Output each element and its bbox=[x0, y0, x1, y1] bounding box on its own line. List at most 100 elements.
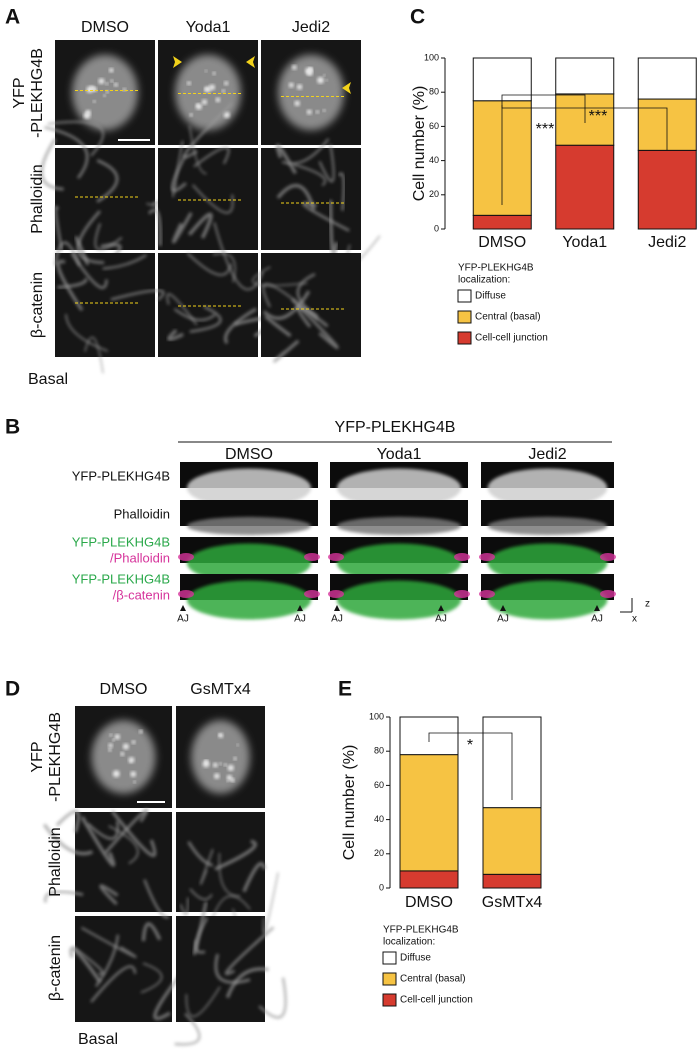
speck bbox=[114, 82, 118, 87]
legend-swatch bbox=[457, 331, 472, 345]
label: Cell number (%) bbox=[411, 86, 428, 202]
fiber bbox=[80, 926, 137, 959]
fiber bbox=[214, 839, 257, 871]
micrograph-texture bbox=[179, 839, 267, 940]
label: DMSO bbox=[225, 446, 273, 463]
label: 60 bbox=[429, 121, 439, 131]
speck bbox=[223, 763, 227, 767]
micrograph-texture bbox=[191, 720, 250, 794]
speck bbox=[122, 743, 129, 750]
significance-bracket bbox=[501, 94, 586, 205]
bar-segment bbox=[637, 149, 697, 230]
bar-segment bbox=[399, 870, 459, 889]
speck bbox=[288, 82, 294, 88]
speck bbox=[109, 68, 114, 73]
label: Basal bbox=[28, 371, 68, 388]
micrograph bbox=[176, 812, 265, 912]
speck bbox=[233, 756, 237, 761]
micrograph bbox=[75, 812, 172, 912]
fiber bbox=[96, 158, 119, 203]
label: 60 bbox=[374, 780, 384, 790]
fiber bbox=[94, 934, 120, 988]
label: YFP-PLEKHG4B bbox=[72, 534, 170, 549]
label: /Phalloidin bbox=[110, 550, 170, 565]
label: Phalloidin bbox=[29, 164, 46, 233]
label: YFP-PLEKHG4B bbox=[72, 571, 170, 586]
cell-profile bbox=[487, 516, 608, 536]
speck bbox=[131, 740, 136, 745]
label: C bbox=[410, 6, 425, 29]
label: GsMTx4 bbox=[482, 894, 543, 911]
fiber bbox=[264, 315, 292, 338]
label: 40 bbox=[374, 814, 384, 824]
label: Jedi2 bbox=[648, 234, 686, 251]
label: D bbox=[5, 678, 20, 701]
bar-segment bbox=[637, 57, 697, 100]
speck bbox=[226, 780, 229, 783]
cell-profile bbox=[336, 580, 462, 620]
axis-icon bbox=[620, 598, 633, 613]
bar-segment bbox=[482, 807, 542, 875]
fiber bbox=[183, 102, 234, 159]
junction-signal bbox=[304, 553, 320, 561]
speck bbox=[308, 67, 313, 72]
speck bbox=[315, 110, 319, 114]
junction-signal bbox=[178, 553, 194, 561]
fiber bbox=[108, 825, 139, 865]
speck bbox=[236, 743, 239, 747]
label: localization: bbox=[383, 937, 435, 948]
fiber bbox=[110, 289, 165, 301]
label: 80 bbox=[429, 87, 439, 97]
fiber bbox=[213, 222, 264, 291]
fiber bbox=[258, 977, 287, 1019]
speck bbox=[221, 89, 225, 93]
arrowhead bbox=[342, 82, 351, 94]
fiber bbox=[262, 872, 279, 934]
micrograph bbox=[55, 253, 155, 357]
fiber bbox=[171, 155, 187, 193]
label: 20 bbox=[429, 189, 439, 199]
speck bbox=[112, 738, 115, 742]
label: localization: bbox=[458, 275, 510, 286]
label: Cell-cell junction bbox=[400, 995, 473, 1006]
fiber bbox=[69, 946, 102, 983]
micrograph bbox=[261, 253, 361, 357]
speck bbox=[224, 81, 229, 86]
fiber bbox=[44, 125, 89, 180]
label: Cell-cell junction bbox=[475, 333, 548, 344]
label: -PLEKHG4B bbox=[29, 48, 46, 138]
fiber bbox=[94, 223, 123, 251]
cell-profile bbox=[336, 516, 462, 536]
label: 40 bbox=[429, 155, 439, 165]
junction-signal bbox=[328, 590, 344, 598]
bar-segment bbox=[555, 144, 615, 230]
label: Diffuse bbox=[475, 291, 506, 302]
cell-profile bbox=[186, 580, 312, 620]
fiber bbox=[218, 852, 241, 897]
label: AJ bbox=[435, 614, 447, 625]
speck bbox=[103, 94, 106, 97]
label: DMSO bbox=[81, 19, 129, 36]
label: Yoda1 bbox=[186, 19, 231, 36]
cell-profile bbox=[487, 543, 608, 583]
aj-marker bbox=[297, 605, 303, 611]
cell-profile bbox=[487, 580, 608, 620]
speck bbox=[109, 733, 113, 737]
label: YFP-PLEKHG4B bbox=[383, 925, 459, 936]
label: Cell number (%) bbox=[341, 745, 358, 861]
legend-swatch bbox=[382, 993, 397, 1007]
cell bbox=[72, 54, 138, 131]
label: AJ bbox=[591, 614, 603, 625]
fiber bbox=[318, 144, 335, 183]
label: AJ bbox=[177, 614, 189, 625]
junction-signal bbox=[600, 553, 616, 561]
label: -PLEKHG4B bbox=[47, 712, 64, 802]
legend-swatch bbox=[457, 289, 472, 303]
micrograph bbox=[158, 148, 258, 250]
junction-signal bbox=[454, 590, 470, 598]
bar-segment bbox=[472, 57, 532, 102]
label: Phalloidin bbox=[47, 827, 64, 896]
speck bbox=[98, 78, 105, 85]
micrograph-texture bbox=[53, 210, 147, 374]
speck bbox=[110, 79, 114, 83]
